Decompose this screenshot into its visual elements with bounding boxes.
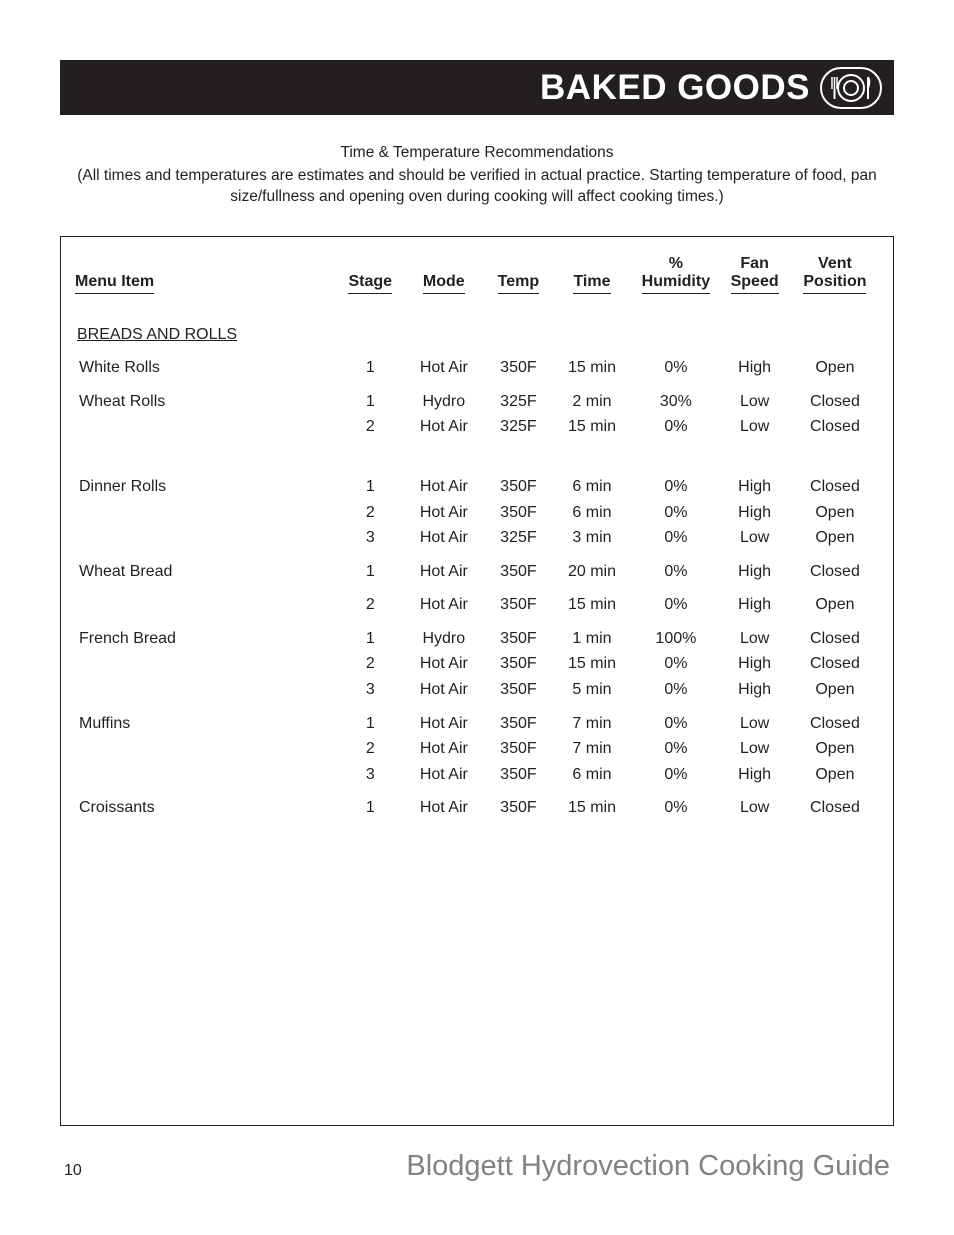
table-row: Croissants 1Hot Air350F15 min0%LowClosed <box>75 787 879 821</box>
section-breads: BREADS AND ROLLS <box>75 298 879 348</box>
table-row: Dinner Rolls 1Hot Air350F6 min0%HighClos… <box>75 440 879 500</box>
col-mode: Mode <box>401 255 486 298</box>
intro-block: Time & Temperature Recommendations (All … <box>60 143 894 208</box>
intro-note: (All times and temperatures are estimate… <box>70 166 884 208</box>
table-row: 3Hot Air325F3 min0%LowOpen <box>75 525 879 551</box>
col-vent: VentPosition <box>791 255 879 298</box>
table-row: 2Hot Air350F6 min0%HighOpen <box>75 500 879 526</box>
col-stage: Stage <box>339 255 401 298</box>
intro-title: Time & Temperature Recommendations <box>70 143 884 164</box>
recipe-table: Menu Item Stage Mode Temp Time %Humidity… <box>75 255 879 821</box>
col-time: Time <box>551 255 634 298</box>
table-row: Wheat Rolls 1Hydro325F2 min30%LowClosed <box>75 381 879 415</box>
table-row: 2Hot Air350F7 min0%LowOpen <box>75 736 879 762</box>
col-menu: Menu Item <box>75 255 339 298</box>
table-row: French Bread 1Hydro350F1 min100%LowClose… <box>75 618 879 652</box>
page-footer: 10 Blodgett Hydrovection Cooking Guide <box>64 1150 890 1183</box>
table-row: 3Hot Air350F5 min0%HighOpen <box>75 677 879 703</box>
table-row: Muffins 1Hot Air350F7 min0%LowClosed <box>75 703 879 737</box>
page-header: BAKED GOODS <box>60 60 894 115</box>
table-row: White Rolls 1Hot Air350F15 min0%HighOpen <box>75 347 879 381</box>
page-title: BAKED GOODS <box>540 68 810 108</box>
col-humidity: %Humidity <box>633 255 718 298</box>
footer-title: Blodgett Hydrovection Cooking Guide <box>406 1150 890 1183</box>
table-row: Wheat Bread 1Hot Air350F20 min0%HighClos… <box>75 551 879 585</box>
table-row: 2Hot Air350F15 min0%HighOpen <box>75 584 879 618</box>
col-temp: Temp <box>486 255 550 298</box>
table-row: 2Hot Air325F15 min0%LowClosed <box>75 414 879 440</box>
table-row: 3Hot Air350F6 min0%HighOpen <box>75 762 879 788</box>
col-fan: FanSpeed <box>718 255 791 298</box>
page-number: 10 <box>64 1162 82 1180</box>
table-header-row: Menu Item Stage Mode Temp Time %Humidity… <box>75 255 879 298</box>
table-row: 2Hot Air350F15 min0%HighClosed <box>75 651 879 677</box>
plate-icon <box>820 67 882 109</box>
recipe-table-container: Menu Item Stage Mode Temp Time %Humidity… <box>60 236 894 1126</box>
